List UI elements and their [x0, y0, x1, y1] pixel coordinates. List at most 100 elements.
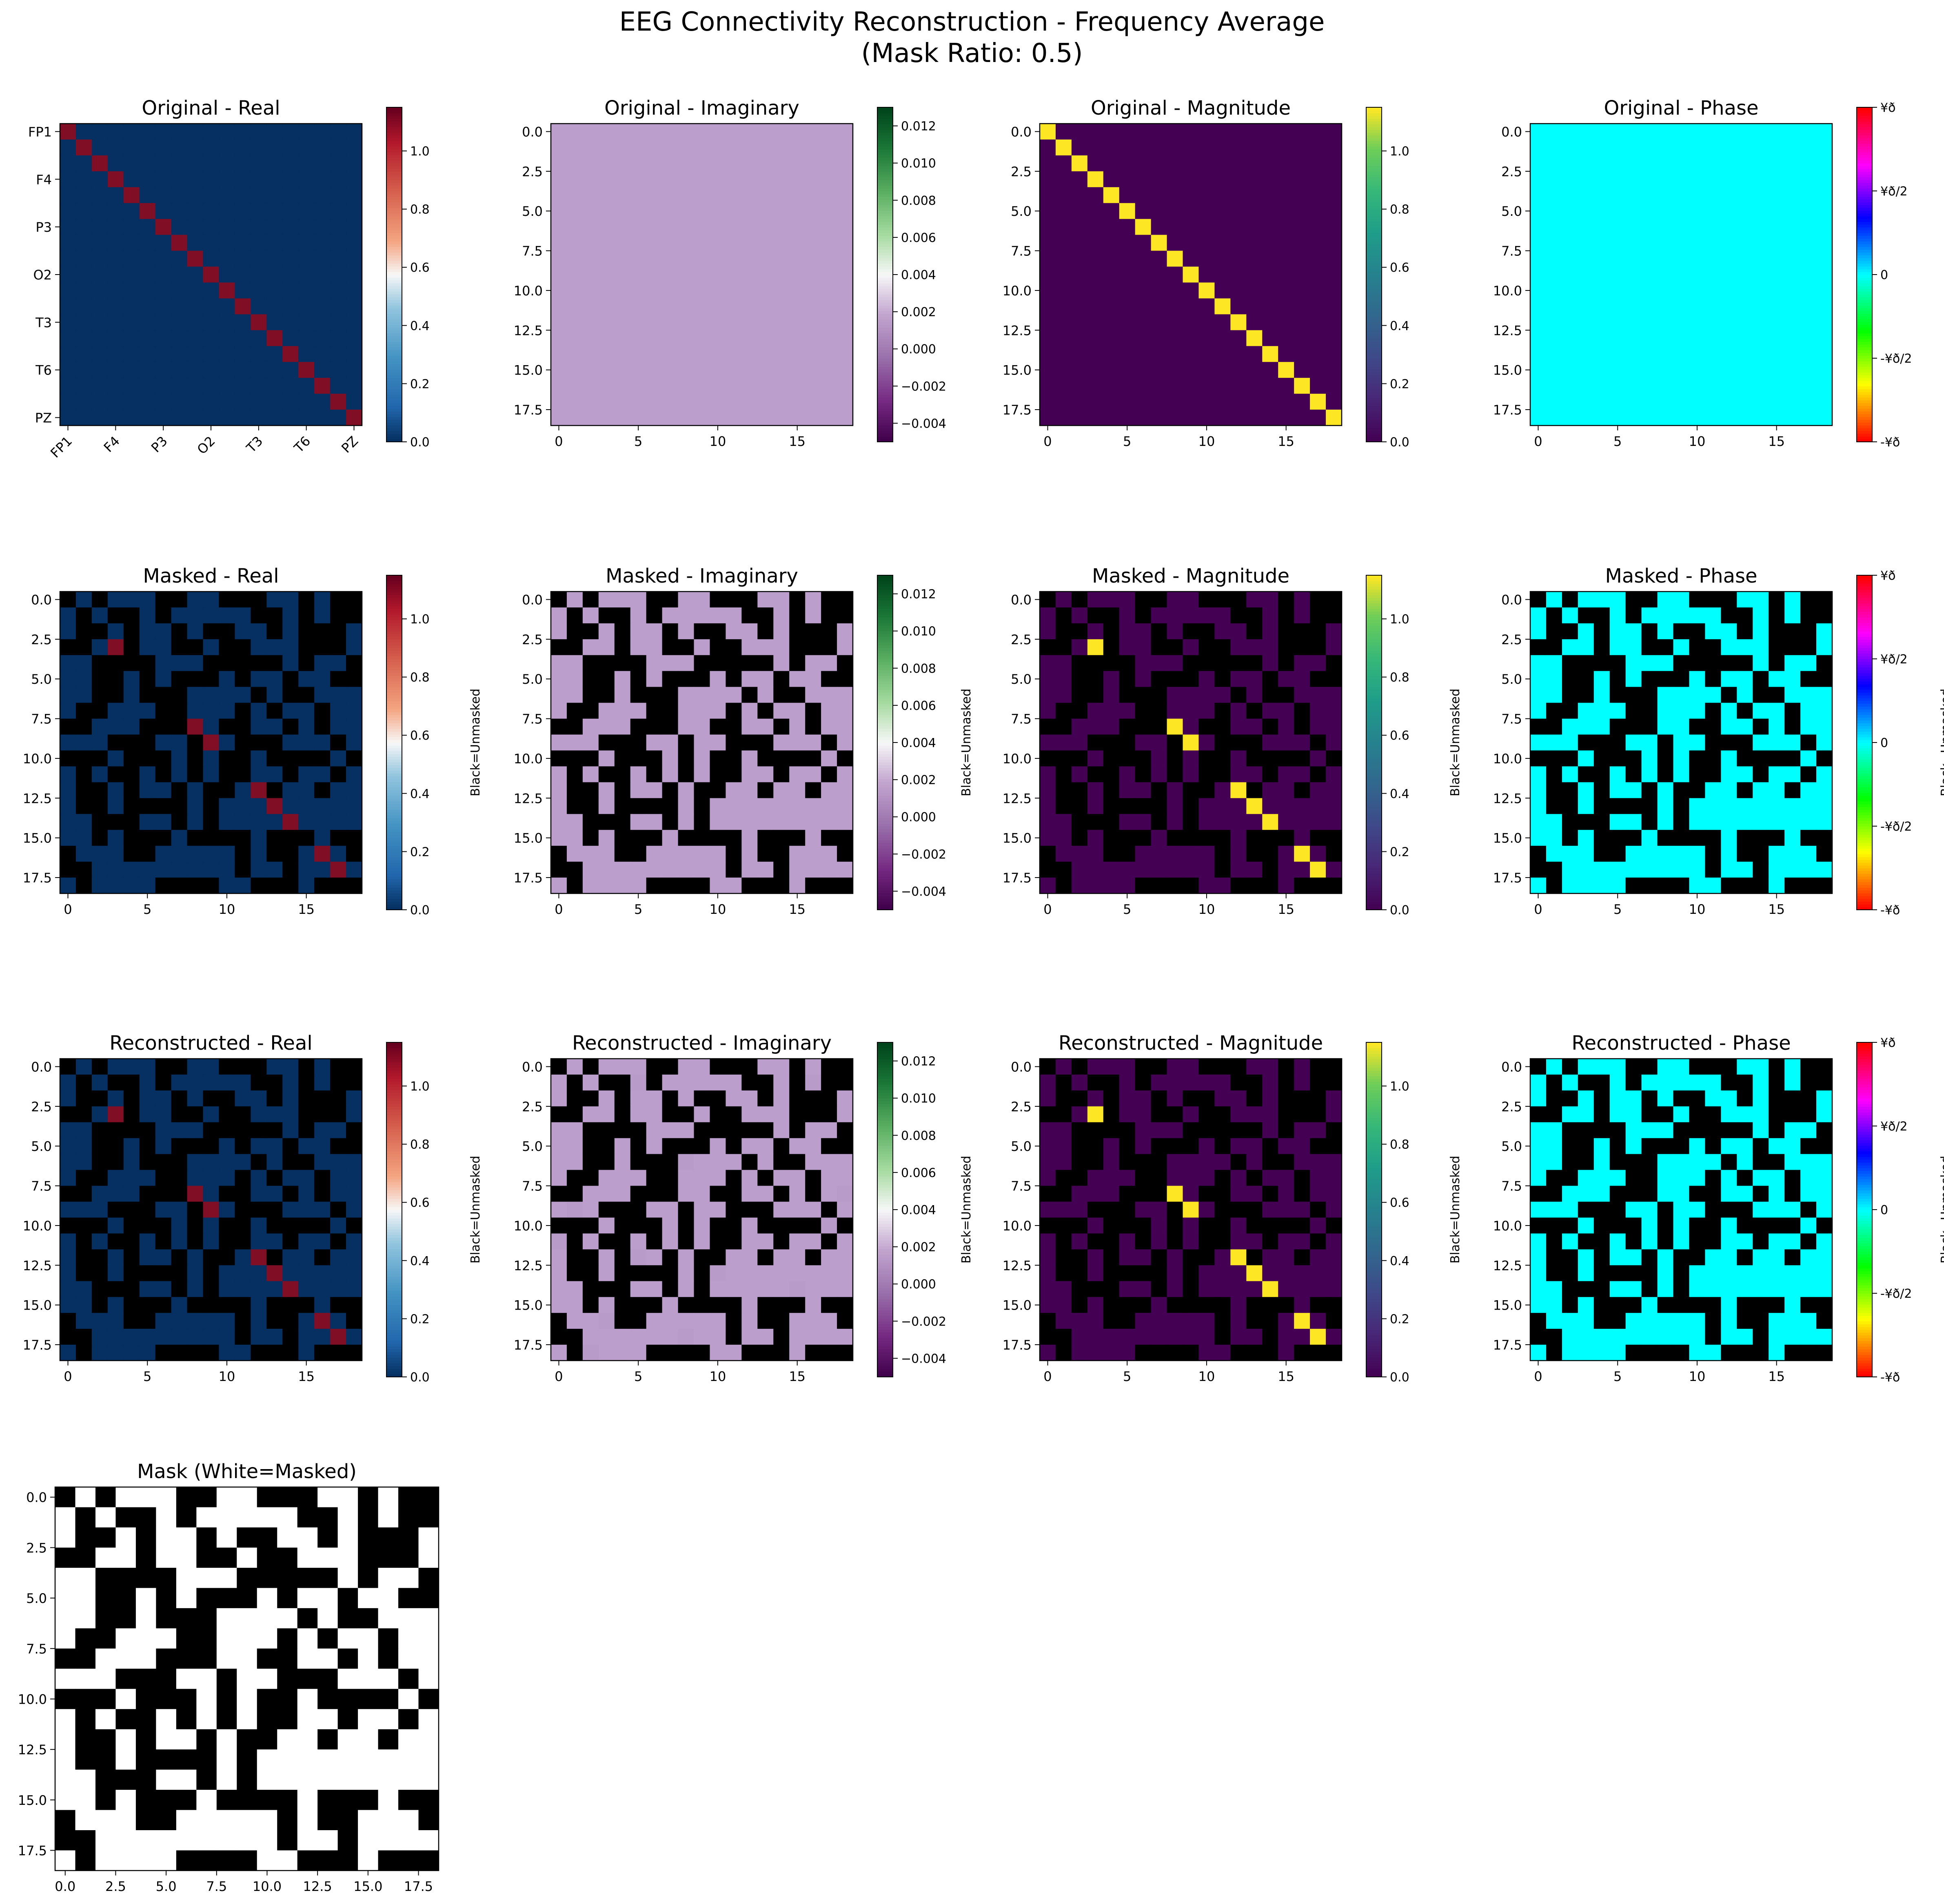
colorbar-segment [877, 714, 893, 718]
heatmap-cell [837, 1074, 853, 1091]
x-tick-label: 5 [1123, 434, 1131, 449]
heatmap-cell [1705, 846, 1721, 862]
heatmap-cell [694, 1170, 710, 1186]
colorbar-segment [877, 661, 893, 665]
colorbar-segment [1366, 403, 1382, 406]
heatmap-cell [1135, 394, 1152, 410]
colorbar-segment [386, 428, 402, 431]
heatmap-cell [139, 330, 156, 346]
heatmap-cell [91, 250, 108, 267]
heatmap-cell [582, 219, 599, 235]
colorbar-segment [1857, 700, 1872, 704]
heatmap-cell [630, 266, 647, 283]
heatmap-cell [551, 878, 567, 894]
heatmap-cell [614, 266, 631, 283]
heatmap-cell [1103, 766, 1120, 782]
colorbar-segment [1857, 219, 1872, 222]
heatmap-cell [330, 1106, 346, 1123]
heatmap-cell [1135, 362, 1152, 378]
heatmap-cell [662, 687, 679, 703]
heatmap-cell [171, 862, 188, 878]
colorbar-segment [1366, 425, 1382, 428]
colorbar-segment [1857, 737, 1872, 740]
heatmap-cell [187, 1074, 204, 1091]
heatmap-cell [1055, 734, 1072, 751]
heatmap-panel: Original - RealFP1FP1F4F4P3P3O2O2T3T3T6T… [28, 97, 430, 461]
heatmap-cell [1673, 282, 1690, 299]
heatmap-cell [1546, 362, 1562, 378]
heatmap-cell [837, 235, 853, 251]
heatmap-cell [1230, 814, 1247, 830]
heatmap-cell [773, 1265, 790, 1281]
colorbar-segment [877, 676, 893, 679]
colorbar-segment [386, 812, 402, 816]
colorbar-segment [1366, 227, 1382, 231]
heatmap-cell [630, 155, 647, 172]
heatmap-cell [1087, 124, 1104, 140]
heatmap-cell [741, 1059, 758, 1075]
heatmap-cell [1784, 282, 1801, 299]
heatmap-cell [75, 362, 92, 378]
colorbar-segment [1857, 157, 1872, 161]
heatmap-cell [1135, 330, 1152, 346]
colorbar-segment [877, 848, 893, 852]
heatmap-cell [1087, 655, 1104, 672]
heatmap-cell [75, 687, 92, 703]
heatmap-cell [1103, 862, 1120, 878]
heatmap-cell [1294, 782, 1310, 798]
heatmap-cell [582, 750, 599, 767]
heatmap-cell [1055, 814, 1072, 830]
heatmap-cell [726, 330, 742, 346]
heatmap-cell [1262, 814, 1278, 830]
heatmap-cell [741, 862, 758, 878]
heatmap-cell [1578, 139, 1594, 156]
colorbar-segment [386, 430, 402, 434]
heatmap-cell [1103, 362, 1120, 378]
heatmap-cell [837, 687, 853, 703]
colorbar-segment [386, 310, 402, 314]
heatmap-cell [1562, 187, 1578, 204]
heatmap-cell [1546, 314, 1562, 330]
heatmap-cell [1705, 655, 1721, 672]
heatmap-cell [107, 1297, 124, 1313]
colorbar-segment [386, 302, 402, 306]
heatmap-cell [1784, 314, 1801, 330]
heatmap-cell [298, 362, 315, 378]
heatmap-cell [60, 1265, 76, 1281]
x-tick-label: 10 [710, 902, 726, 917]
heatmap-cell [678, 219, 695, 235]
heatmap-cell [219, 655, 235, 672]
heatmap-cell [330, 1090, 346, 1107]
colorbar-segment [386, 235, 402, 239]
heatmap-cell [566, 798, 583, 814]
heatmap-cell [1562, 846, 1578, 862]
heatmap-cell [171, 878, 188, 894]
heatmap-cell [1040, 314, 1056, 330]
colorbar-tick-label: −0.002 [901, 847, 946, 862]
heatmap-cell [694, 830, 710, 846]
heatmap-cell [1214, 330, 1231, 346]
colorbar-segment [1857, 631, 1872, 634]
heatmap-cell [187, 1345, 204, 1361]
heatmap-cell [614, 1186, 631, 1202]
heatmap-cell [314, 1186, 331, 1202]
heatmap-cell [1278, 378, 1294, 394]
heatmap-cell [1103, 878, 1120, 894]
colorbar-segment [1366, 149, 1382, 153]
heatmap-cell [1673, 155, 1690, 172]
heatmap-cell [155, 187, 172, 204]
colorbar-segment [877, 372, 893, 375]
heatmap-cell [789, 203, 806, 219]
heatmap-cell [282, 703, 299, 719]
colorbar-segment [877, 745, 893, 749]
colorbar-segment [386, 787, 402, 790]
heatmap-cell [1167, 734, 1183, 751]
heatmap-cell [773, 187, 790, 204]
heatmap-cell [1784, 330, 1801, 346]
colorbar-segment [386, 628, 402, 632]
x-tick-label: 5 [143, 902, 151, 917]
heatmap-cell [598, 1074, 615, 1091]
heatmap-cell [1705, 718, 1721, 735]
heatmap-cell [282, 235, 299, 251]
colorbar-segment [877, 177, 893, 180]
